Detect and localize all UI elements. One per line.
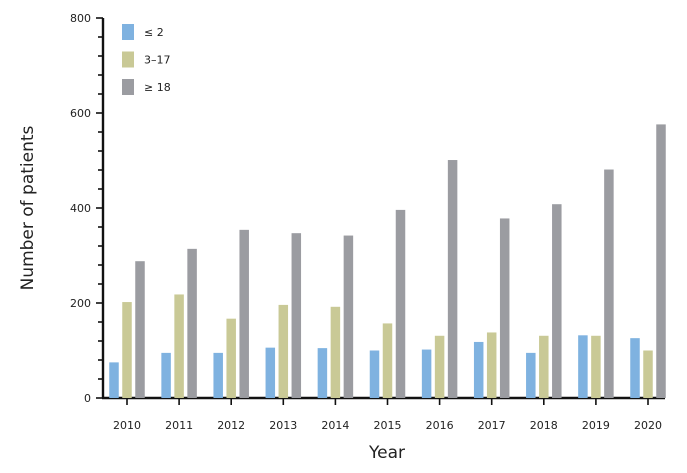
bar	[161, 352, 171, 398]
bar	[330, 306, 341, 398]
y-tick-label: 800	[70, 12, 91, 25]
bar	[135, 261, 145, 398]
x-tick-label: 2017	[478, 419, 506, 432]
legend-label: ≥ 18	[144, 81, 171, 94]
bar	[265, 347, 276, 398]
bar	[291, 233, 302, 398]
bar	[434, 335, 445, 398]
bar	[343, 235, 354, 398]
bar	[499, 218, 510, 398]
bar	[369, 350, 380, 398]
legend-label: 3–17	[144, 54, 171, 67]
x-tick-label: 2018	[530, 419, 558, 432]
bar	[656, 124, 666, 399]
y-tick-label: 0	[84, 392, 91, 405]
legend-label: ≤ 2	[144, 26, 164, 39]
bar	[486, 332, 497, 398]
bar	[578, 335, 588, 398]
bar	[239, 229, 249, 398]
bar	[109, 362, 119, 398]
x-tick-label: 2012	[217, 419, 245, 432]
bar	[421, 349, 432, 398]
bar	[382, 323, 393, 398]
bar	[552, 204, 562, 398]
legend-swatch	[122, 51, 134, 68]
legend-swatch	[122, 79, 134, 95]
y-tick-label: 400	[70, 202, 91, 215]
x-tick-label: 2016	[426, 419, 454, 432]
bar	[473, 341, 484, 398]
x-tick-label: 2020	[634, 419, 662, 432]
bar	[447, 160, 458, 398]
x-tick-label: 2013	[269, 419, 297, 432]
x-tick-label: 2011	[165, 419, 193, 432]
bar	[187, 248, 197, 398]
y-tick-label: 600	[70, 107, 91, 120]
x-tick-label: 2019	[582, 419, 610, 432]
legend-swatch	[122, 24, 134, 40]
bar	[591, 335, 601, 398]
bar	[317, 348, 328, 398]
bars	[109, 124, 666, 399]
legend: ≤ 2 3–17 ≥ 18	[122, 24, 171, 95]
bar	[630, 338, 640, 398]
bar	[539, 335, 549, 398]
axes: 0 200 400 600 800 2010 2011 2012 2013 2014 2015 201…	[70, 12, 665, 432]
bar	[278, 304, 289, 398]
bar	[604, 169, 614, 398]
x-tick-label: 2015	[374, 419, 402, 432]
bar	[643, 350, 653, 398]
x-tick-label: 2014	[321, 419, 349, 432]
y-axis-title: Number of patients	[18, 125, 38, 290]
bar	[122, 302, 132, 398]
x-axis-title: Year	[368, 443, 405, 463]
y-tick-label: 200	[70, 297, 91, 310]
bar	[395, 209, 406, 398]
bar	[174, 294, 184, 398]
bar	[526, 352, 536, 398]
bar	[226, 318, 236, 398]
x-tick-label: 2010	[113, 419, 141, 432]
bar	[213, 352, 223, 398]
